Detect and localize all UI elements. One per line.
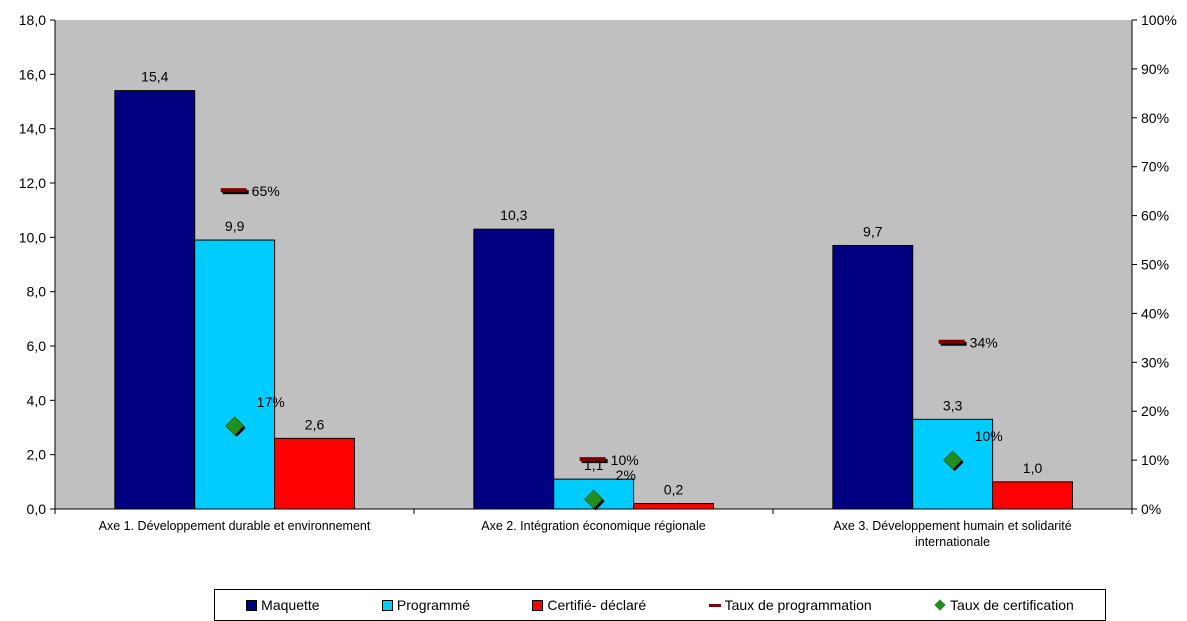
- legend-label-taux-certification: Taux de certification: [950, 597, 1074, 613]
- legend-item-certifie: Certifié- déclaré: [532, 597, 646, 613]
- bar-certifie: [633, 503, 714, 510]
- y-right-tick-label: 40%: [1141, 305, 1169, 321]
- marker-taux-certification: [584, 489, 604, 509]
- bar-maquette: [832, 244, 914, 510]
- legend-swatch-taux-certification: [934, 599, 946, 611]
- legend-label-certifie: Certifié- déclaré: [547, 597, 647, 613]
- data-label-maquette: 9,7: [863, 223, 883, 239]
- bar-certifie: [992, 481, 1073, 510]
- bar-maquette: [114, 90, 196, 510]
- data-label-taux-programmation: 10%: [611, 452, 639, 468]
- y-left-tick-label: 14,0: [19, 121, 46, 137]
- legend-item-taux-certification: Taux de certification: [934, 597, 1074, 613]
- x-category-label: Axe 1. Développement durable et environn…: [99, 519, 371, 533]
- y-left-tick-label: 6,0: [27, 338, 47, 354]
- y-left-tick-label: 12,0: [19, 175, 46, 191]
- data-label-taux-certification: 17%: [257, 394, 285, 410]
- marker-taux-programmation: [938, 339, 965, 344]
- data-label-certifie: 0,2: [664, 482, 684, 498]
- y-left-tick-label: 8,0: [27, 284, 47, 300]
- legend-item-programme: Programmé: [381, 597, 471, 613]
- y-right-tick-label: 10%: [1141, 452, 1169, 468]
- y-right-tick-label: 30%: [1141, 354, 1169, 370]
- data-label-taux-programmation: 34%: [970, 335, 998, 351]
- legend-swatch-taux-programmation: [708, 603, 721, 607]
- data-label-maquette: 15,4: [141, 69, 168, 85]
- y-right-tick-label: 100%: [1141, 12, 1177, 28]
- data-label-taux-certification: 10%: [975, 428, 1003, 444]
- y-right-tick-label: 80%: [1141, 110, 1169, 126]
- data-label-programme: 3,3: [943, 397, 963, 413]
- data-label-programme: 1,1: [584, 457, 604, 473]
- data-label-programme: 9,9: [225, 218, 245, 234]
- y-left-tick-label: 16,0: [19, 66, 46, 82]
- y-right-tick-label: 90%: [1141, 61, 1169, 77]
- y-right-tick-label: 60%: [1141, 208, 1169, 224]
- legend-swatch-maquette: [246, 599, 258, 611]
- data-label-certifie: 1,0: [1023, 460, 1043, 476]
- y-right-tick-label: 70%: [1141, 159, 1169, 175]
- y-right-tick-label: 50%: [1141, 257, 1169, 273]
- marker-taux-certification: [225, 416, 245, 436]
- data-label-maquette: 10,3: [500, 207, 527, 223]
- data-label-taux-programmation: 65%: [252, 183, 280, 199]
- y-left-tick-label: 2,0: [27, 447, 47, 463]
- legend-item-taux-programmation: Taux de programmation: [708, 597, 872, 613]
- y-right-tick-label: 20%: [1141, 403, 1169, 419]
- y-left-tick-label: 4,0: [27, 392, 47, 408]
- data-label-certifie: 2,6: [305, 416, 325, 432]
- y-left-tick-label: 0,0: [27, 501, 47, 517]
- bar-maquette: [473, 228, 555, 510]
- y-left-tick-label: 18,0: [19, 12, 46, 28]
- chart-canvas: 0,0 2,0 4,0 6,0 8,0 10,0 12,0 14,0 16,0 18,0 0% 10%…: [19, 12, 1177, 549]
- legend-label-taux-programmation: Taux de programmation: [724, 597, 872, 613]
- legend: Maquette Programmé Certifié- déclaré Tau…: [214, 589, 1106, 621]
- marker-taux-programmation: [579, 457, 606, 462]
- x-category-label: Axe 3. Développement humain et solidarit…: [833, 519, 1071, 549]
- x-category-label: Axe 2. Intégration économique régionale: [481, 519, 706, 533]
- legend-label-maquette: Maquette: [261, 597, 320, 613]
- legend-swatch-programme: [381, 599, 393, 611]
- y-left-tick-label: 10,0: [19, 229, 46, 245]
- legend-swatch-certifie: [532, 599, 544, 611]
- y-right-tick-label: 0%: [1141, 501, 1161, 517]
- legend-label-programme: Programmé: [396, 597, 471, 613]
- legend-item-maquette: Maquette: [246, 597, 320, 613]
- data-label-taux-certification: 2%: [616, 467, 636, 483]
- marker-taux-programmation: [220, 188, 247, 193]
- bar-programme: [194, 239, 276, 510]
- marker-taux-certification: [943, 450, 963, 470]
- bar-certifie: [274, 437, 355, 510]
